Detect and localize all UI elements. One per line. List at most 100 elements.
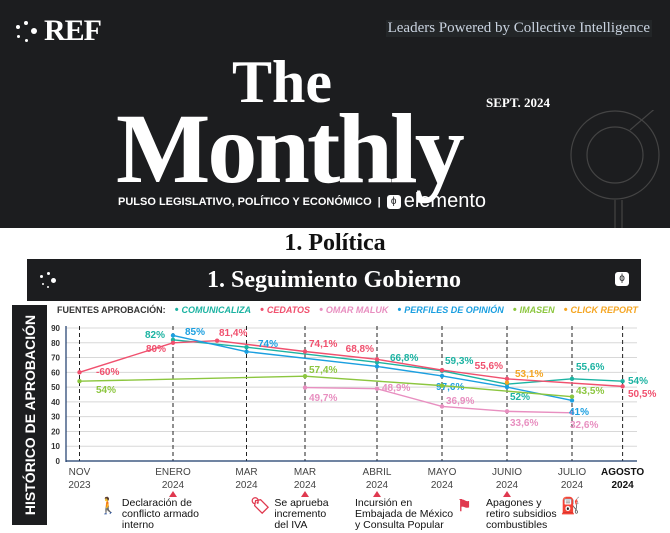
data-point	[214, 338, 220, 343]
x-tick-label: 2024	[366, 480, 389, 491]
data-label: 57,4%	[309, 365, 337, 376]
data-label: 74,1%	[309, 339, 337, 350]
elemento-icon: ϕ	[386, 194, 401, 209]
event-marker-triangle	[373, 491, 381, 497]
y-tick-label: 10	[51, 442, 60, 451]
section-title: 1. Política	[284, 230, 386, 256]
data-label: 81,4%	[219, 328, 247, 339]
legend-label: COMUNICALIZA	[181, 305, 252, 315]
y-tick-label: 50	[51, 383, 60, 392]
data-label: -60%	[96, 367, 119, 378]
data-label: 68,8%	[346, 344, 374, 355]
dots-logo-icon	[14, 19, 38, 43]
data-point	[569, 376, 575, 382]
data-point	[569, 398, 575, 403]
x-tick-label: NOV	[69, 467, 91, 478]
data-label: 50,5%	[628, 389, 656, 400]
data-point	[620, 384, 625, 389]
data-point	[439, 367, 445, 373]
data-point	[170, 340, 176, 345]
data-label: 33,6%	[510, 418, 538, 429]
series-line	[79, 340, 623, 388]
data-point	[374, 386, 380, 391]
data-point	[302, 373, 308, 379]
fuel-pump-icon: ⛽	[560, 498, 581, 515]
legend-label: OMAR MALUK	[325, 305, 389, 315]
event-marker-triangle	[301, 491, 309, 497]
x-tick-label: 2023	[68, 480, 91, 491]
legend-bullet-icon: •	[563, 304, 568, 316]
subsection-title: 1. Seguimiento Gobierno	[206, 267, 461, 293]
x-tick-label: JULIO	[558, 467, 587, 478]
legend-item: • OMAR MALUK	[319, 304, 388, 316]
data-point	[374, 364, 380, 369]
elemento-icon: ϕ	[615, 272, 629, 286]
data-point	[620, 379, 625, 384]
event-annotation: ⚑ Incursión en Embajada de México y Consult…	[355, 498, 471, 531]
x-tick-label: MAR	[294, 467, 316, 478]
dots-icon	[39, 271, 57, 289]
x-tick-label: ENERO	[155, 467, 191, 478]
data-label: 55,6%	[576, 362, 604, 373]
subtitle: PULSO LEGISLATIVO, POLÍTICO Y ECONÓMICO	[118, 195, 372, 208]
event-marker-triangle	[169, 491, 177, 497]
data-point	[504, 409, 510, 414]
x-tick-label: MAYO	[428, 467, 457, 478]
event-annotation: ⛽ Apagones y retiro subsidios combustibles	[486, 498, 581, 531]
y-tick-label: 0	[56, 457, 61, 466]
data-label: 74%	[258, 339, 278, 350]
edition-date: SEPT. 2024	[486, 95, 551, 110]
x-tick-label: 2024	[496, 480, 519, 491]
data-label: 43,5%	[576, 386, 604, 397]
data-point	[302, 385, 308, 390]
data-point	[244, 349, 249, 354]
legend-bullet-icon: •	[260, 304, 264, 316]
event-text: Incursión en Embajada de México y Consulta…	[355, 497, 454, 531]
event-annotation: 🏷 Se aprueba incremento del IVA	[250, 498, 329, 531]
legend-bullet-icon: •	[512, 304, 517, 316]
tagline: Leaders Powered by Collective Intelligen…	[385, 20, 652, 37]
data-point	[374, 357, 380, 362]
data-point	[77, 379, 82, 384]
x-tick-label: 2024	[294, 480, 317, 491]
data-label: 55,6%	[475, 361, 503, 372]
legend-bullet-icon: •	[174, 304, 179, 316]
x-tick-label: 2024	[162, 480, 185, 491]
data-label: 66,8%	[390, 353, 418, 364]
side-label-bar: HISTÓRICO DE APROBACIÓN	[12, 305, 47, 525]
event-text: Declaración de conflicto armado interno	[121, 497, 199, 531]
ref-logo: REF	[14, 14, 102, 48]
legend-item: • IMASEN	[513, 304, 555, 316]
data-label: 97,6%	[436, 382, 464, 393]
data-label: 54%	[96, 385, 116, 396]
title-monthly: Monthly	[116, 93, 465, 204]
y-tick-label: 40	[51, 398, 60, 407]
event-text: Apagones y retiro subsidios combustibles	[486, 497, 557, 531]
x-tick-label: 2024	[611, 480, 634, 491]
legend-label: PERFILES DE OPINIÓN	[404, 305, 504, 315]
data-point	[439, 373, 445, 379]
y-tick-label: 60	[51, 368, 60, 377]
series-line	[79, 375, 573, 398]
event-annotation: 🚶 Declaración de conflicto armado interno	[98, 498, 199, 531]
legend-label: CEDATOS	[266, 305, 311, 315]
data-label: 49,7%	[309, 393, 337, 404]
data-point	[244, 345, 249, 350]
masthead: REF Leaders Powered by Collective Intell…	[0, 0, 670, 228]
x-tick-label: ABRIL	[363, 467, 392, 478]
x-tick-label: AGOSTO	[601, 467, 644, 478]
legend-bullet-icon: •	[319, 304, 323, 316]
data-point	[569, 410, 575, 416]
data-point	[302, 349, 308, 354]
data-point	[439, 383, 445, 388]
data-point	[504, 380, 510, 385]
data-label: 54%	[628, 376, 648, 387]
data-point	[504, 376, 510, 382]
data-label: 52%	[510, 392, 530, 403]
subsection-bar: 1. Seguimiento Gobierno ϕ	[27, 259, 641, 301]
data-label: 59,3%	[445, 356, 473, 367]
data-point	[77, 370, 82, 375]
x-tick-label: 2024	[561, 480, 584, 491]
legend-bullet-icon: •	[397, 304, 402, 316]
